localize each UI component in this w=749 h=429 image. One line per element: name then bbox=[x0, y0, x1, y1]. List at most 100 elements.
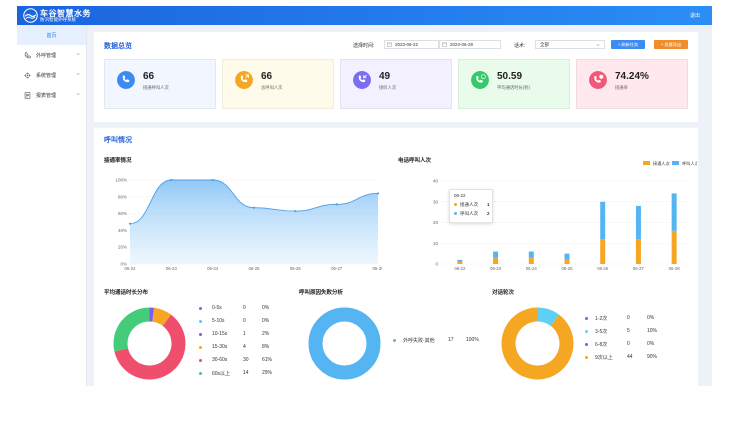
kpi-label: 接听人次 bbox=[379, 85, 397, 90]
chevron-down-icon bbox=[76, 93, 80, 96]
area-fill bbox=[130, 180, 378, 264]
sidebar-item-home[interactable]: 首页 bbox=[17, 25, 86, 45]
calls-chart-title: 电话呼叫人次 bbox=[398, 158, 432, 164]
refresh-task-button[interactable]: + 刷新任务 bbox=[611, 40, 645, 49]
sidebar-item-label: 外呼管理 bbox=[36, 52, 57, 59]
bar-connected bbox=[671, 230, 677, 264]
legend-label: 10-15s bbox=[212, 331, 228, 337]
y-tick-label: 60% bbox=[118, 211, 127, 216]
bar-calls bbox=[457, 259, 463, 262]
calls-bar-chart: 0 10 20 30 40 06-22 06-23 06-24 06-25 06-26 06-27 0… bbox=[433, 160, 697, 271]
rate-area-chart: 0% 20% 40% 60% 80% 100% 06-22 06-23 06-24 06-25 06… bbox=[115, 178, 383, 272]
legend-dot bbox=[199, 372, 202, 375]
legend-row: 30-60s 30 61% bbox=[199, 357, 289, 365]
pie-slice bbox=[113, 307, 150, 352]
rounds-donut-chart bbox=[501, 307, 574, 380]
x-tick-label: 06-24 bbox=[526, 266, 538, 271]
legend-dot bbox=[585, 343, 588, 346]
legend-count: 17 bbox=[448, 337, 454, 343]
legend-count: 1 bbox=[243, 331, 246, 337]
legend-percent: 100% bbox=[466, 337, 479, 343]
data-point bbox=[170, 178, 173, 182]
logout-link[interactable]: 退出 bbox=[689, 13, 700, 19]
legend-row: 9次以上 44 90% bbox=[585, 354, 675, 362]
legend-label: 5-10s bbox=[212, 318, 225, 324]
calls-title: 呼叫情况 bbox=[104, 137, 132, 144]
date-start-input[interactable]: 2023-06-22 bbox=[384, 40, 439, 49]
phone-percent-icon bbox=[589, 71, 607, 89]
legend-dot bbox=[454, 203, 457, 206]
pie-slice bbox=[308, 307, 381, 380]
y-tick-label: 0 bbox=[435, 262, 438, 267]
legend-dot bbox=[393, 339, 396, 342]
app-title: 车谷智慧水务 bbox=[40, 9, 91, 18]
script-label: 话术: bbox=[514, 43, 526, 49]
bar-calls bbox=[635, 205, 641, 240]
legend-count: 30 bbox=[243, 357, 249, 363]
kpi-label: 接通率 bbox=[615, 85, 628, 90]
legend-label: 9次以上 bbox=[595, 355, 613, 361]
legend-dot bbox=[585, 356, 588, 359]
script-select[interactable]: 全部 bbox=[535, 40, 605, 49]
gear-icon bbox=[24, 72, 31, 78]
y-tick-label: 10 bbox=[433, 241, 439, 246]
top-bar: 车谷智慧水务 防汛智能外呼系统 退出 bbox=[17, 6, 712, 25]
legend-row: 10-15s 1 2% bbox=[199, 331, 289, 339]
legend-swatch bbox=[672, 161, 679, 165]
chevron-down-icon bbox=[596, 44, 600, 47]
legend-row: 外呼失败-其他 17 100% bbox=[393, 337, 483, 345]
x-tick-label: 06-26 bbox=[290, 266, 302, 271]
legend-dot bbox=[199, 333, 202, 336]
legend-swatch bbox=[643, 161, 650, 165]
x-tick-label: 06-24 bbox=[207, 266, 219, 271]
fail-legend: 外呼失败-其他 17 100% bbox=[393, 337, 503, 357]
legend-percent: 0% bbox=[647, 341, 655, 347]
sidebar-item-call-management[interactable]: 外呼管理 bbox=[17, 45, 86, 65]
legend-count: 0 bbox=[627, 341, 630, 347]
sidebar-item-system-management[interactable]: 系统管理 bbox=[17, 65, 86, 85]
calendar-icon bbox=[442, 42, 447, 47]
legend-percent: 90% bbox=[647, 354, 658, 360]
kpi-value: 66 bbox=[261, 71, 273, 82]
phone-incoming-icon bbox=[353, 71, 371, 89]
legend-row: 3-5次 5 10% bbox=[585, 328, 675, 336]
calendar-icon bbox=[387, 42, 392, 47]
data-point bbox=[252, 206, 256, 209]
x-tick-label: 06-25 bbox=[562, 266, 574, 271]
bar-calls bbox=[671, 193, 677, 231]
batch-export-button[interactable]: + 批量导出 bbox=[654, 40, 688, 49]
legend-dot bbox=[199, 307, 202, 310]
tooltip-row-value: 1 bbox=[487, 202, 490, 207]
duration-legend: 0-5s 0 0% 5-10s 0 0% 10-15s 1 2% 15-30s 4 8% 30-60s 3… bbox=[199, 305, 299, 385]
data-point bbox=[294, 209, 297, 213]
overview-title: 数据总览 bbox=[104, 43, 132, 50]
bar-connected bbox=[457, 261, 463, 264]
legend-count: 5 bbox=[627, 328, 630, 334]
legend-label: 接通人次 bbox=[653, 160, 671, 167]
legend-dot bbox=[199, 320, 202, 323]
bar-calls bbox=[600, 201, 606, 240]
legend-label: 0-5s bbox=[212, 305, 222, 311]
legend-row: 5-10s 0 0% bbox=[199, 318, 289, 326]
kpi-card-total-calls: 66 总呼叫人次 bbox=[222, 59, 334, 109]
chevron-down-icon bbox=[76, 73, 80, 76]
legend-dot bbox=[199, 359, 202, 362]
legend-dot bbox=[585, 317, 588, 320]
sidebar: 首页 外呼管理 系统管理 报表管理 bbox=[17, 25, 87, 386]
legend-label: 6-8次 bbox=[595, 342, 608, 348]
legend-percent: 0% bbox=[647, 315, 655, 321]
y-tick-label: 20 bbox=[433, 220, 439, 225]
legend-count: 0 bbox=[627, 315, 630, 321]
y-tick-label: 20% bbox=[118, 245, 127, 250]
bar-calls bbox=[493, 251, 499, 258]
legend-dot bbox=[199, 346, 202, 349]
legend-percent: 8% bbox=[262, 344, 270, 350]
x-tick-label: 06-22 bbox=[454, 266, 466, 271]
x-tick-label: 06-27 bbox=[633, 266, 645, 271]
date-end-input[interactable]: 2023-06-29 bbox=[439, 40, 501, 49]
x-tick-label: 06-28 bbox=[373, 266, 383, 271]
legend-count: 44 bbox=[627, 354, 633, 360]
kpi-card-connect-rate: 74.24% 接通率 bbox=[576, 59, 688, 109]
legend-dot bbox=[585, 330, 588, 333]
sidebar-item-report-management[interactable]: 报表管理 bbox=[17, 85, 86, 105]
